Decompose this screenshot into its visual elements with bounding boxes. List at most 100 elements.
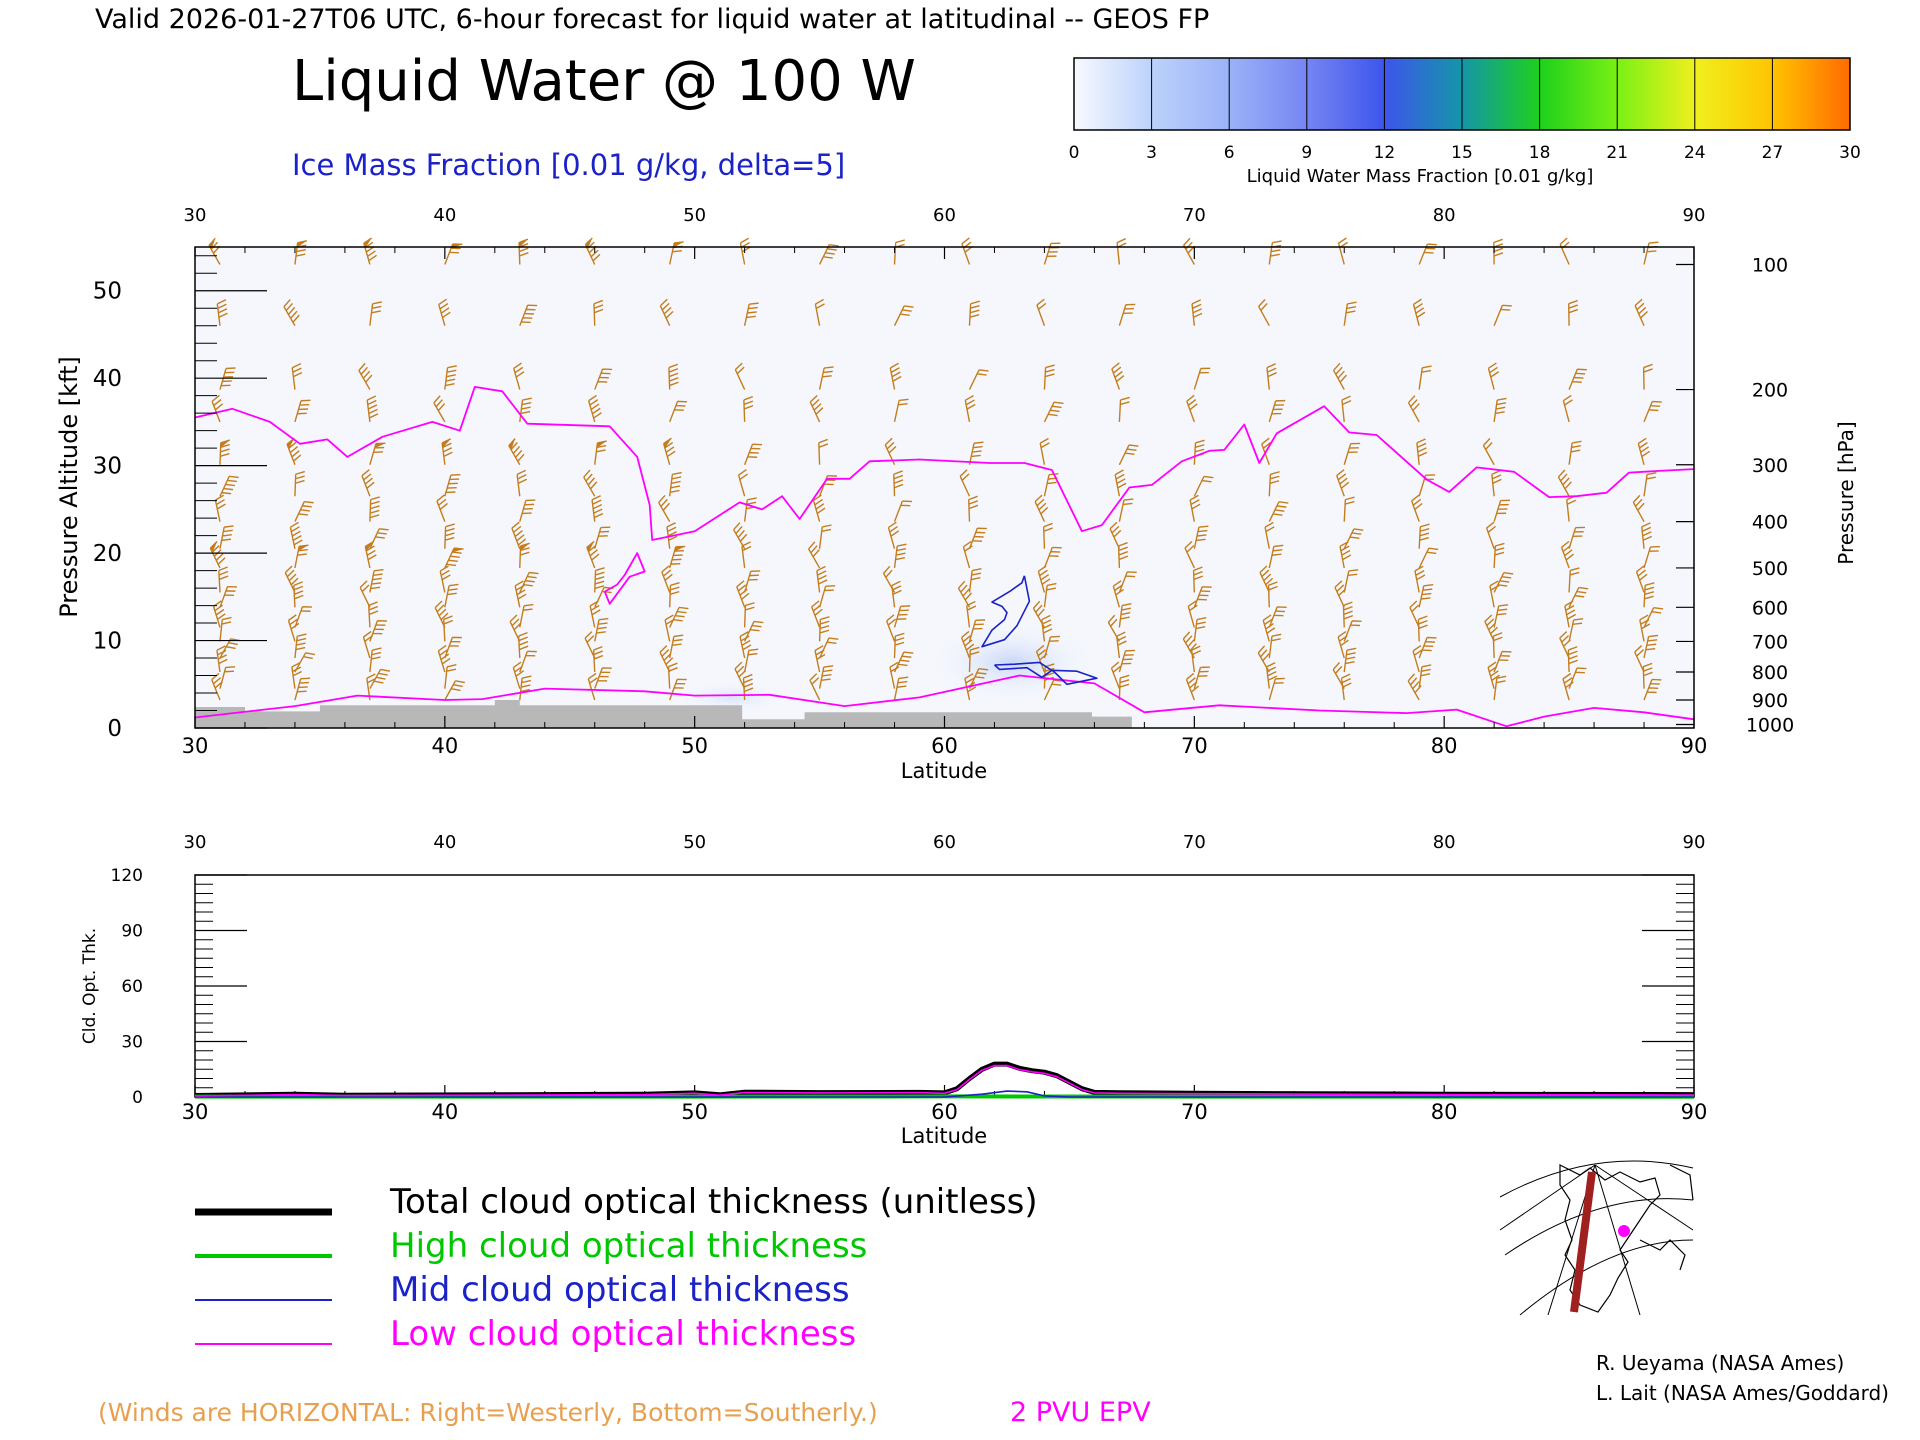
- wind-barb: [214, 494, 226, 522]
- wind-barb: [664, 614, 675, 642]
- wind-barb: [1109, 521, 1122, 550]
- x-tick-label-top: 70: [1183, 205, 1206, 226]
- wind-barb: [218, 566, 229, 593]
- wind-barb: [1266, 363, 1277, 390]
- wind-barb: [583, 469, 598, 497]
- wind-barb: [1414, 565, 1426, 593]
- wind-barb: [591, 495, 604, 522]
- wind-barb: [1268, 677, 1285, 701]
- wind-barb: [1187, 600, 1198, 628]
- wind-barb: [294, 500, 314, 522]
- pressure-tick-label: 800: [1752, 662, 1788, 684]
- wind-barb: [1118, 444, 1139, 466]
- wind-barb: [1185, 672, 1200, 701]
- wind-barb: [211, 394, 224, 423]
- wind-barb: [734, 362, 746, 390]
- wind-barb: [1412, 644, 1423, 673]
- wind-barb: [436, 494, 448, 522]
- wind-barb: [668, 471, 682, 497]
- wind-barb: [1492, 632, 1503, 659]
- wind-barb: [1643, 678, 1662, 701]
- wind-barb: [1562, 672, 1574, 701]
- wind-barb: [1493, 304, 1512, 326]
- wind-barb: [1557, 469, 1572, 497]
- wind-barb: [961, 237, 973, 265]
- wind-barb: [1110, 661, 1121, 689]
- wind-barb: [369, 647, 382, 673]
- wind-barb: [1183, 237, 1195, 265]
- colorbar-tick-label: 30: [1839, 143, 1861, 163]
- subtitle: Ice Mass Fraction [0.01 g/kg, delta=5]: [292, 148, 845, 182]
- wind-barb: [818, 616, 830, 642]
- y-tick-label: 90: [121, 922, 143, 942]
- wind-barb: [1043, 582, 1057, 608]
- wind-barb: [1190, 645, 1202, 673]
- wind-barb: [818, 637, 839, 659]
- wind-barb: [1343, 442, 1361, 465]
- wind-barb: [893, 605, 911, 628]
- wind-barb: [294, 544, 309, 569]
- cross-section-xlabel: Latitude: [901, 759, 987, 783]
- wind-barb: [1560, 540, 1575, 569]
- wind-barb: [219, 638, 241, 659]
- wind-barb: [291, 662, 302, 689]
- wind-barb: [294, 470, 305, 497]
- wind-barb: [291, 363, 303, 390]
- wind-barb: [743, 602, 755, 628]
- map-grid: [1499, 1160, 1694, 1316]
- wind-barb: [1258, 299, 1270, 327]
- wind-barb: [293, 581, 304, 608]
- wind-barb: [1493, 238, 1504, 265]
- x-tick-label-top: 80: [1433, 832, 1456, 853]
- wind-barb: [661, 565, 673, 593]
- wind-barb: [1193, 586, 1212, 608]
- wind-barb: [363, 237, 378, 265]
- wind-barb: [739, 631, 752, 659]
- wind-barb: [519, 675, 532, 701]
- wind-barb: [968, 300, 980, 326]
- wind-barb: [1568, 567, 1580, 593]
- wind-barb: [1118, 571, 1137, 593]
- legend-label-mid: Mid cloud optical thickness: [390, 1270, 850, 1310]
- liquid-water-region: [931, 624, 1092, 701]
- epv-contour-line: [194, 674, 1695, 728]
- wind-barb: [359, 580, 371, 608]
- wind-barb: [284, 565, 299, 593]
- wind-barb: [1343, 647, 1357, 673]
- x-tick-label: 70: [1181, 1100, 1208, 1124]
- wind-barb: [364, 541, 377, 569]
- wind-barb: [362, 630, 373, 659]
- y-tick-label: 0: [107, 716, 122, 742]
- wind-barb: [734, 661, 747, 689]
- wind-barb: [885, 614, 897, 642]
- wind-barb: [1409, 600, 1420, 628]
- wind-barb: [743, 620, 764, 642]
- colorbar-segment: [1306, 58, 1385, 130]
- wind-barb: [1192, 566, 1204, 593]
- wind-barb: [294, 399, 311, 423]
- wind-barb: [968, 441, 984, 465]
- wind-barb: [1264, 521, 1275, 549]
- wind-barb: [1641, 522, 1653, 549]
- wind-barb: [1407, 673, 1422, 701]
- x-tick-label-top: 90: [1683, 832, 1706, 853]
- wind-barb: [1118, 498, 1134, 522]
- wind-barb: [1643, 241, 1659, 265]
- wind-barb: [1418, 523, 1430, 549]
- colorbar-frame: [1073, 57, 1851, 131]
- wind-barb: [733, 522, 748, 550]
- optical-thickness-ticks: 30 30 40 40 50 50 60 60 70 70 80 80 90 90 0 30 60 90 120: [111, 832, 1708, 1124]
- wind-barb: [1643, 472, 1657, 497]
- wind-barb: [1337, 630, 1349, 659]
- wind-barb: [1637, 437, 1651, 465]
- x-tick-label-top: 30: [184, 832, 207, 853]
- x-tick-label: 80: [1431, 734, 1458, 758]
- wind-barb: [593, 299, 604, 326]
- wind-barb: [1268, 633, 1282, 659]
- wind-barb: [1484, 614, 1498, 642]
- epv-contour-line: [194, 385, 1695, 541]
- cross-section-series: [194, 385, 1695, 728]
- legend: Total cloud optical thickness (unitless)…: [195, 1182, 1038, 1354]
- credit-ueyama: R. Ueyama (NASA Ames): [1596, 1351, 1844, 1375]
- wind-barb: [594, 368, 613, 390]
